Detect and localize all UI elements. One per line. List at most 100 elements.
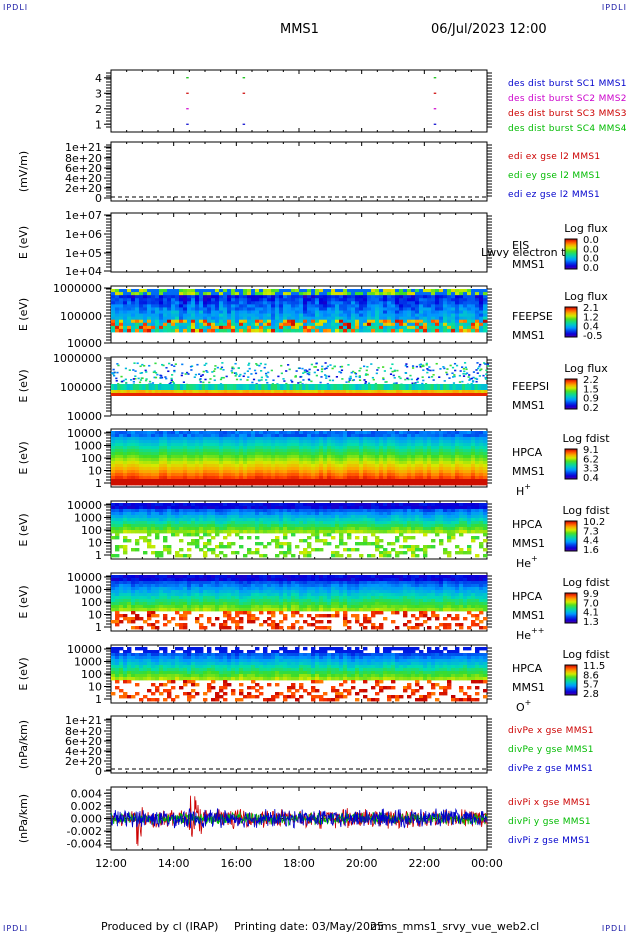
hpca-h-panel-cell	[239, 431, 244, 435]
feepse-panel-cell	[347, 298, 352, 302]
hpca-h-panel-cell	[151, 482, 156, 486]
hpca-h-panel-cell	[187, 479, 192, 483]
hpca-he-panel-cell	[195, 524, 200, 528]
hpca-he-panel-cell	[339, 539, 344, 543]
hpca-he-panel-cell	[347, 536, 352, 540]
hpca-he-panel-cell	[391, 524, 396, 528]
hpca-h-panel-cell	[167, 452, 172, 456]
hpca-h-panel-cell	[183, 446, 188, 450]
feepsi-panel-cell	[358, 390, 363, 393]
feepse-panel-cell	[443, 325, 448, 330]
hpca-he-panel-cell	[347, 512, 352, 516]
feepsi-panel-cell	[415, 365, 418, 368]
hpca-h-panel-cell	[267, 476, 272, 480]
feepse-panel-cell	[331, 310, 336, 314]
hpca-he-panel-cell	[155, 533, 160, 537]
hpca-h-panel-cell	[247, 452, 252, 456]
hpca-h-panel-cell	[435, 446, 440, 450]
feepsi-panel-cell	[393, 377, 396, 379]
hpca-h-panel-cell	[235, 431, 240, 435]
hpca-h-panel-cell	[475, 446, 480, 450]
hpca-h-panel-cell	[483, 461, 488, 465]
feepsi-panel-cell	[374, 393, 378, 396]
feepsi-panel-cell	[199, 378, 202, 380]
feepse-panel-cell	[299, 313, 304, 318]
hpca-he-panel-cell	[275, 503, 280, 507]
hpca-h-panel-cell	[279, 452, 284, 456]
feepse-panel-cell	[379, 295, 384, 299]
hpca-h-panel-cell	[451, 434, 456, 438]
feepse-panel-cell	[447, 307, 452, 311]
hpca-he-panel-cell	[255, 515, 260, 519]
hpca-h-panel-cell	[335, 461, 340, 465]
hpca-he-panel-cell	[427, 506, 432, 510]
hpca-h-panel-cell	[259, 464, 264, 468]
feepsi-panel-cell	[314, 390, 319, 393]
feepsi-panel-cell	[134, 377, 137, 380]
feepse-panel-cell	[183, 289, 188, 293]
edi-panel-ytick-label: 2e+20	[65, 182, 102, 195]
feepsi-panel-cell	[365, 373, 368, 375]
feepsi-panel-cell	[324, 390, 328, 393]
hpca-he-panel-cell	[207, 548, 212, 552]
hpca-he-panel-cell	[391, 512, 396, 516]
hpca-h-panel-cell	[383, 452, 388, 456]
hpca-h-panel-cell	[451, 449, 456, 453]
hpca-he-panel-cell	[279, 521, 284, 525]
feepse-panel-cell	[327, 295, 332, 299]
feepse-panel-cell	[111, 322, 116, 327]
hpca-he-panel-cell	[151, 521, 156, 525]
feepse-panel-cell	[255, 301, 260, 305]
hpca-h-panel-cell	[235, 449, 240, 453]
feepse-panel-cell	[395, 325, 400, 330]
feepse-panel-cell	[115, 298, 120, 302]
hpca-h-panel-cell	[255, 464, 260, 468]
feepse-panel-cell	[335, 322, 340, 327]
hpca-he-panel-cell	[127, 515, 132, 519]
hpca-h-panel-cell	[291, 476, 296, 480]
hpca-he-panel-cell	[287, 545, 292, 549]
hpca-h-panel-cell	[411, 461, 416, 465]
hpca-he-panel-cell	[143, 518, 148, 522]
feepse-panel-cell	[347, 301, 352, 305]
feepse-panel-cell	[215, 310, 220, 314]
hpca-he-panel-cell	[143, 524, 148, 528]
hpca-h-panel-cell	[167, 437, 172, 441]
hpca-h-panel-cell	[475, 440, 480, 444]
hpca-he-panel-cell	[291, 533, 296, 537]
hpca-he-panel-cell	[303, 548, 308, 552]
hpca-h-panel-cell	[275, 443, 280, 447]
hpca-h-panel-cell	[323, 461, 328, 465]
feepse-panel-cell	[287, 316, 292, 321]
feepse-panel-cell	[247, 292, 252, 296]
hpca-he-panel-cell	[223, 515, 228, 519]
feepsi-panel-cell	[474, 390, 478, 393]
feepse-panel-cell	[339, 325, 344, 330]
hpca-h-panel-cell	[143, 482, 148, 486]
feepse-panel-cell	[359, 307, 364, 311]
hpca-h-panel-cell	[367, 464, 372, 468]
hpca-he-panel-cell	[251, 503, 256, 507]
feepse-panel-cell	[319, 289, 324, 293]
hpca-he-panel-cell	[323, 506, 328, 510]
feepse-panel-cell	[159, 310, 164, 314]
hpca-h-panel-cell	[271, 431, 276, 435]
hpca-h-panel-cell	[235, 473, 240, 477]
hpca-h-panel-cell	[231, 443, 236, 447]
feepse-panel-cell	[247, 310, 252, 314]
hpca-h-panel-cell	[391, 467, 396, 471]
hpca-h-panel-cell	[259, 479, 264, 483]
hpca-he-panel-cell	[411, 530, 416, 534]
feepse-panel-cell	[347, 322, 352, 327]
hpca-he-panel-cell	[395, 518, 400, 522]
hpca-h-panel-cell	[151, 434, 156, 438]
feepse-panel-cell	[459, 298, 464, 302]
hpca-he-panel-cell	[319, 524, 324, 528]
hpca-h-panel-cell	[483, 437, 488, 441]
hpca-h-panel-cell	[479, 431, 484, 435]
hpca-he-panel-cell	[243, 527, 248, 531]
hpca-he-panel-cell	[255, 521, 260, 525]
hpca-he-panel-cell	[371, 518, 376, 522]
hpca-h-panel-cell	[207, 479, 212, 483]
feepse-panel-cell	[459, 322, 464, 327]
